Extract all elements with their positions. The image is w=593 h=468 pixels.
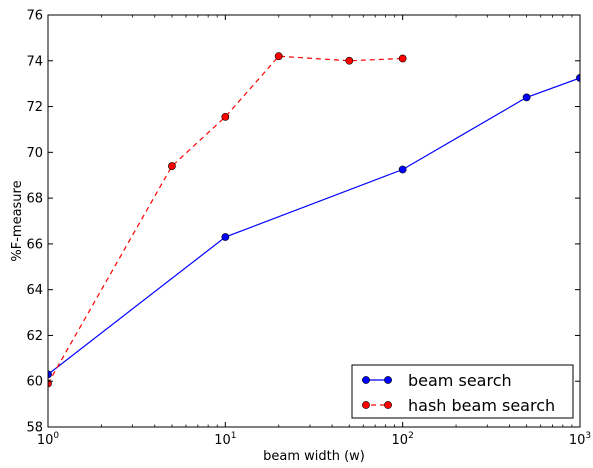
x-tick-label: 103 [569, 431, 591, 448]
series-line-beam-search [48, 77, 580, 375]
data-point-hash-beam-search [274, 52, 283, 61]
y-tick-label: 70 [26, 146, 43, 161]
data-point-beam-search [221, 233, 230, 241]
y-tick-label: 74 [26, 54, 43, 69]
data-point-hash-beam-search [398, 54, 407, 63]
data-point-hash-beam-search [168, 162, 176, 170]
data-point-hash-beam-search [345, 56, 354, 65]
data-point-beam-search [576, 74, 580, 82]
series-line-hash-beam-search [48, 55, 403, 384]
legend-box [351, 364, 574, 419]
y-axis-label: %F-measure [10, 180, 25, 261]
legend-label-hash-beam-search: hash beam search [408, 396, 555, 415]
legend: beam search hash beam search [351, 364, 574, 419]
data-point-beam-search [398, 165, 407, 174]
legend-label-beam-search: beam search [408, 371, 512, 390]
y-tick-label: 68 [26, 192, 43, 207]
legend-marker-hash-beam-search [362, 401, 370, 409]
x-tick-label: 100 [37, 431, 60, 448]
x-axis-label: beam width (w) [263, 449, 365, 464]
data-point-hash-beam-search [221, 112, 230, 121]
plot-layer [48, 52, 580, 388]
legend-marker-beam-search [384, 376, 392, 384]
data-point-beam-search [522, 93, 531, 102]
y-tick-label: 64 [26, 283, 43, 298]
x-axis-ticks: 100 101 102 103 [37, 15, 591, 448]
plot-frame [47, 14, 581, 428]
y-axis-ticks: 58 60 62 64 66 68 70 72 74 76 [26, 9, 580, 436]
y-tick-label: 58 [26, 421, 43, 436]
legend-marker-hash-beam-search [384, 401, 392, 409]
series-layer [48, 52, 580, 388]
y-tick-label: 76 [26, 9, 43, 24]
y-tick-label: 62 [26, 329, 43, 344]
x-tick-label: 102 [392, 431, 414, 448]
y-tick-label: 66 [26, 237, 43, 252]
y-tick-label: 72 [26, 100, 43, 115]
legend-marker-beam-search [362, 376, 370, 384]
y-tick-label: 60 [26, 375, 43, 390]
x-tick-label: 101 [214, 431, 236, 448]
